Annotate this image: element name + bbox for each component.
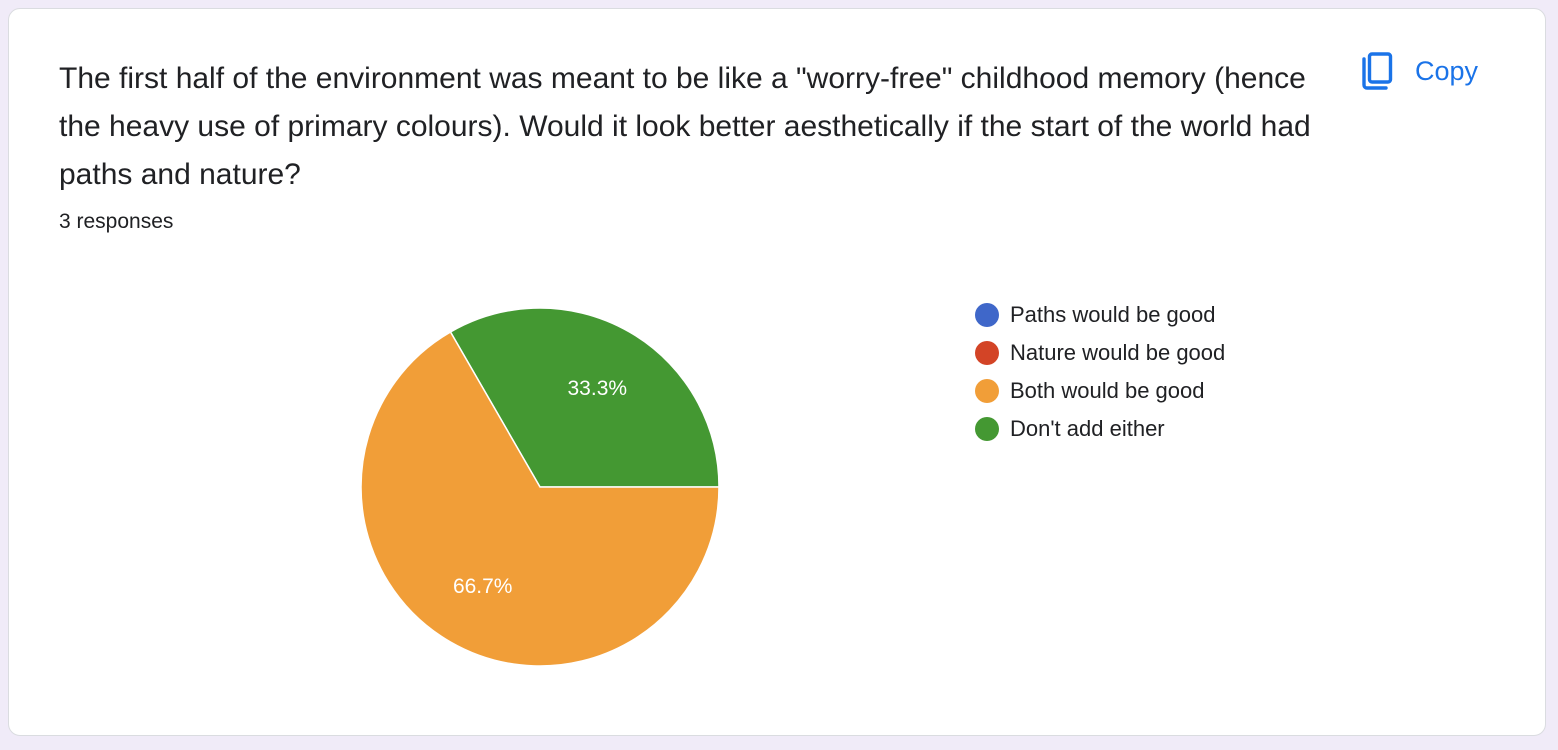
legend-label: Don't add either [1010, 416, 1165, 441]
legend-color-dot [975, 341, 999, 365]
legend-color-dot [975, 303, 999, 327]
question-title: The first half of the environment was me… [59, 62, 1311, 191]
chart-legend: Paths would be good Nature would be good B… [975, 296, 1225, 448]
legend-item: Don't add either [975, 410, 1225, 448]
legend-label: Paths would be good [1010, 302, 1216, 327]
legend-color-dot [975, 379, 999, 403]
legend-item: Both would be good [975, 372, 1225, 410]
legend-item: Paths would be good [975, 296, 1225, 334]
legend-color-dot [975, 417, 999, 441]
legend-label: Both would be good [1010, 378, 1205, 403]
pie-slice-both-would-be-good[interactable] [360, 330, 720, 667]
copy-label: Copy [1415, 55, 1479, 86]
pie-slice-label: 33.3% [568, 377, 628, 400]
question-card: The first half of the environment was me… [8, 8, 1546, 736]
legend-label: Nature would be good [1010, 340, 1226, 365]
pie-slice-label: 66.7% [453, 575, 513, 598]
response-count: 3 responses [59, 210, 174, 233]
legend-item: Nature would be good [975, 334, 1225, 372]
copy-icon [1359, 52, 1393, 90]
pie-slice-don-t-add-either[interactable] [449, 307, 720, 488]
copy-button[interactable]: Copy [1349, 47, 1488, 95]
